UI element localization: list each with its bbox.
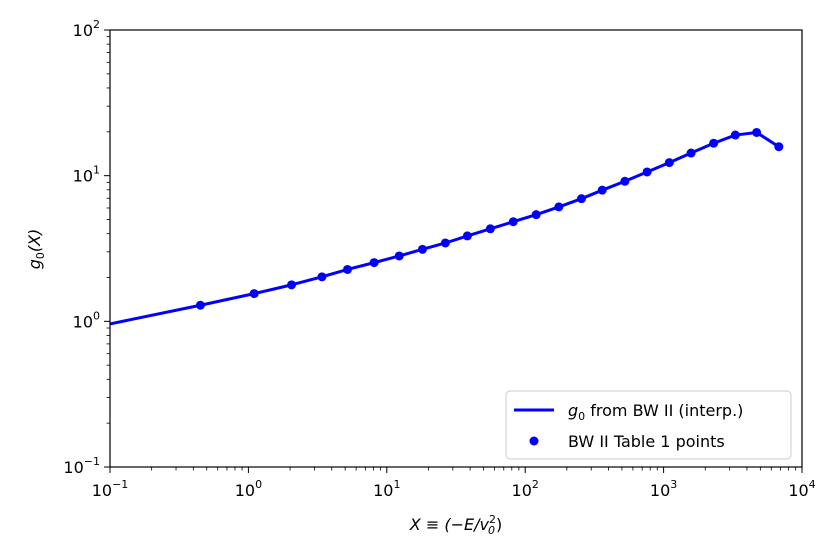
data-point bbox=[730, 130, 740, 140]
y-tick-label: 102 bbox=[73, 18, 100, 40]
data-point bbox=[620, 176, 630, 186]
data-point bbox=[774, 142, 784, 152]
legend-box bbox=[505, 390, 792, 460]
legend-marker-swatch bbox=[529, 436, 539, 446]
plot-frame bbox=[109, 29, 803, 468]
data-point bbox=[752, 127, 762, 137]
y-tick-label: 10−1 bbox=[63, 455, 100, 477]
x-tick-label: 104 bbox=[788, 478, 815, 500]
data-point bbox=[554, 202, 564, 212]
data-point bbox=[485, 224, 495, 234]
y-tick-label: 101 bbox=[73, 164, 100, 186]
data-point bbox=[686, 148, 696, 158]
legend: g0 from BW II (interp.) BW II Table 1 po… bbox=[505, 390, 792, 460]
data-point bbox=[664, 158, 674, 168]
major-ticks bbox=[104, 29, 803, 473]
x-tick-label: 101 bbox=[373, 478, 400, 500]
data-point bbox=[531, 210, 541, 220]
data-point bbox=[342, 264, 352, 274]
data-point bbox=[249, 289, 259, 299]
data-point bbox=[709, 138, 719, 148]
data-point bbox=[642, 167, 652, 177]
y-axis-label: g0(X) bbox=[25, 229, 47, 270]
x-tick-label: 103 bbox=[650, 478, 677, 500]
legend-marker-label: BW II Table 1 points bbox=[568, 432, 725, 451]
data-point bbox=[576, 194, 586, 204]
series-layer bbox=[109, 127, 784, 326]
data-point bbox=[317, 272, 327, 282]
data-point bbox=[287, 280, 297, 290]
x-tick-label: 102 bbox=[512, 478, 539, 500]
data-point bbox=[508, 217, 518, 227]
data-point bbox=[417, 244, 427, 254]
x-tick-label: 100 bbox=[235, 478, 262, 500]
data-point bbox=[462, 231, 472, 241]
data-point bbox=[195, 300, 205, 310]
data-point bbox=[394, 251, 404, 261]
x-tick-label: 10−1 bbox=[92, 478, 129, 500]
x-axis-label: X ≡ (−E/v02) bbox=[409, 513, 502, 537]
data-point bbox=[440, 238, 450, 248]
data-point bbox=[597, 185, 607, 195]
y-tick-label: 100 bbox=[73, 309, 100, 331]
data-point bbox=[369, 258, 379, 268]
tick-labels: 10−1 100 101 102 103 104 10−1 100 101 102 bbox=[63, 18, 815, 500]
legend-line-label: g0 from BW II (interp.) bbox=[568, 401, 743, 423]
